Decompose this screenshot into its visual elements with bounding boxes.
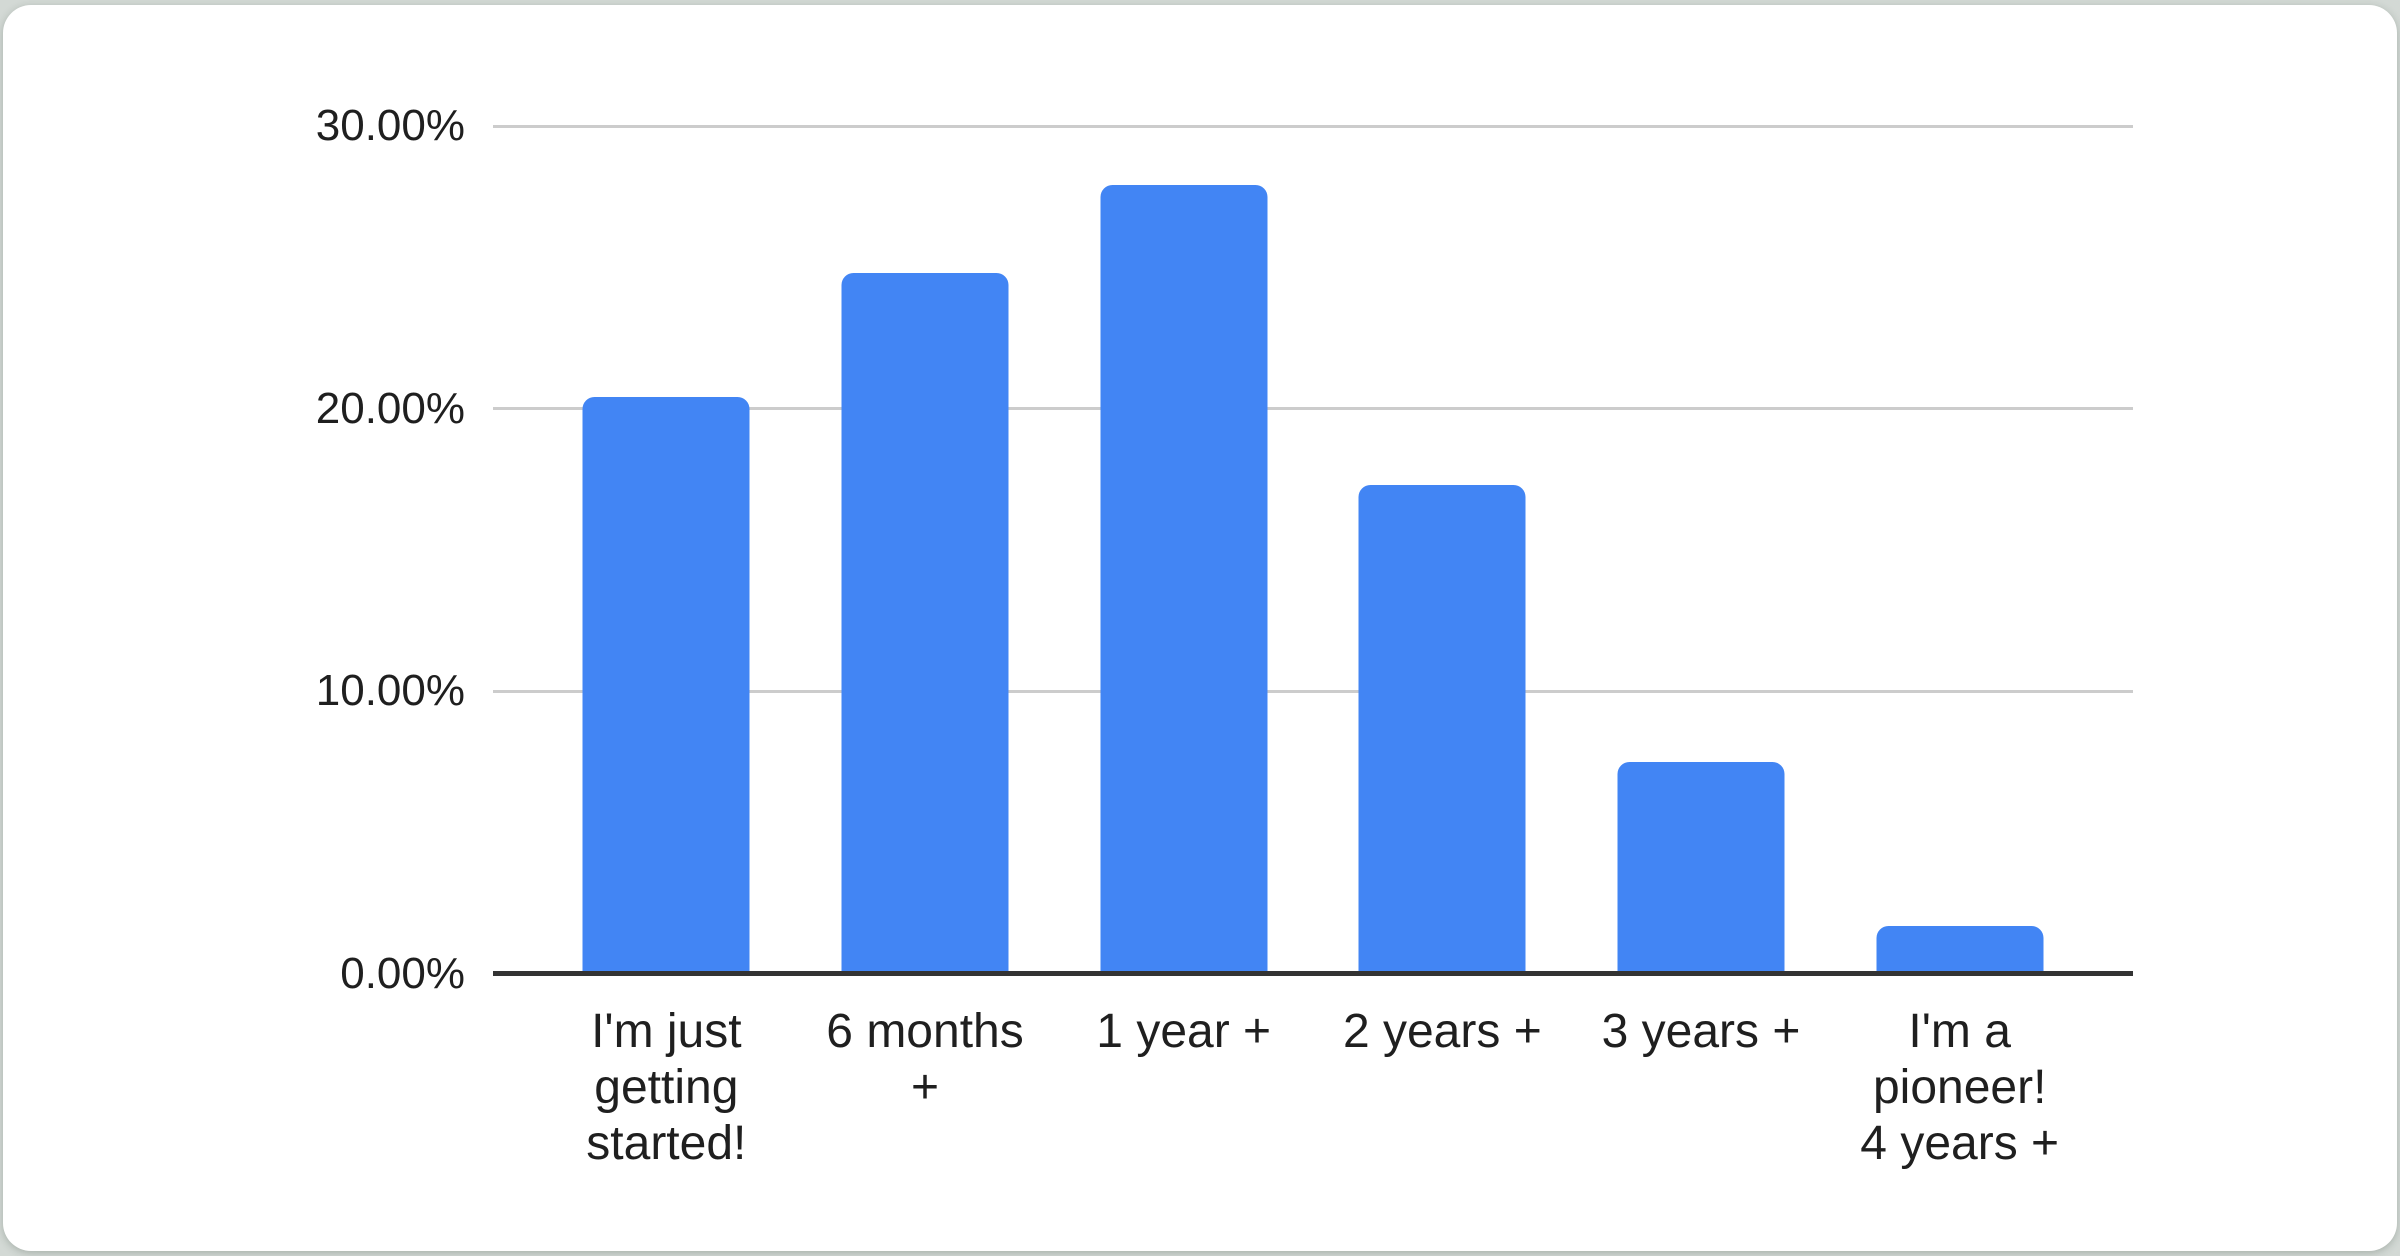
bar-2[interactable] — [1100, 185, 1268, 974]
bar-1[interactable] — [841, 273, 1009, 974]
x-axis-category-label: 6 months + — [826, 1005, 1024, 1114]
category-slot: 2 years + — [1313, 126, 1572, 1058]
chart-card: 0.00% 10.00% 20.00% 30.00% I'm just getting… — [3, 5, 2397, 1251]
bar-5[interactable] — [1876, 925, 2044, 974]
category-slot: 1 year + — [1054, 126, 1313, 1058]
bar-0[interactable] — [582, 397, 750, 974]
x-axis-category-label: 2 years + — [1342, 1005, 1542, 1058]
x-axis-category-label: I'm a pioneer! 4 years + — [1860, 1005, 2060, 1170]
gridline-20.00% — [493, 407, 2133, 411]
x-axis-category-label: I'm just getting started! — [586, 1005, 747, 1170]
y-tick-label: 10.00% — [315, 666, 465, 716]
bar-3[interactable] — [1358, 485, 1526, 974]
x-axis-category-label: 1 year + — [1096, 1005, 1272, 1058]
bar-slots: I'm just getting started! 6 months + 1 yea… — [493, 126, 2133, 1170]
category-slot: I'm a pioneer! 4 years + — [1830, 126, 2089, 1170]
category-slot: 6 months + — [796, 126, 1055, 1114]
plot-area: I'm just getting started! 6 months + 1 yea… — [493, 124, 2133, 1170]
y-tick-label: 20.00% — [315, 383, 465, 433]
category-slot: 3 years + — [1572, 126, 1831, 1058]
gridline-10.00% — [493, 689, 2133, 693]
x-axis-category-label: 3 years + — [1601, 1005, 1801, 1058]
category-slot: I'm just getting started! — [537, 126, 796, 1170]
bar-4[interactable] — [1617, 762, 1785, 974]
x-axis-baseline — [493, 971, 2133, 976]
y-tick-label: 0.00% — [340, 949, 465, 998]
y-axis: 0.00% 10.00% 20.00% 30.00% — [3, 101, 465, 998]
gridline-30.00% — [493, 124, 2133, 128]
y-tick-label: 30.00% — [315, 101, 465, 150]
